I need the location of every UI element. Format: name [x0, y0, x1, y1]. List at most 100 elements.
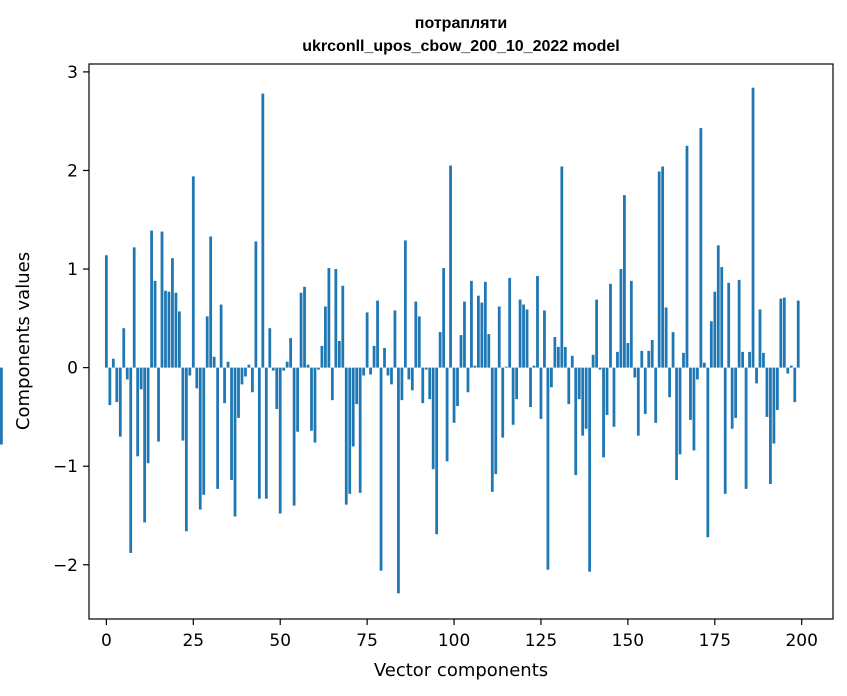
- bar-186: [751, 87, 755, 368]
- bar-8: [132, 247, 136, 368]
- bar-54: [292, 367, 296, 506]
- bar-96: [438, 332, 442, 368]
- bar-95: [435, 367, 439, 535]
- bar-167: [685, 145, 689, 368]
- bar-130: [556, 346, 560, 368]
- bar-56: [299, 292, 303, 368]
- bar-12: [146, 367, 150, 464]
- bar-19: [171, 258, 174, 368]
- bar-158: [654, 367, 658, 423]
- bar-192: [772, 367, 776, 444]
- bar-84: [397, 367, 400, 594]
- bar-188: [758, 309, 762, 368]
- bar-184: [744, 367, 748, 489]
- bar-59: [310, 367, 313, 431]
- bar-48: [271, 367, 275, 371]
- bar-93: [428, 367, 432, 400]
- bar-122: [529, 367, 532, 408]
- bar-43: [254, 241, 258, 368]
- bar-197: [789, 365, 793, 368]
- bars-group: [0, 87, 800, 594]
- bar-22: [181, 367, 185, 441]
- bar-170: [696, 367, 699, 380]
- bar-38: [237, 367, 240, 418]
- bar-137: [581, 367, 585, 436]
- bar-139: [588, 367, 592, 572]
- bar-108: [480, 302, 484, 368]
- bar-191: [769, 367, 772, 484]
- bar-82: [390, 367, 393, 385]
- bar-112: [494, 367, 498, 475]
- x-tick-label: 75: [356, 631, 378, 651]
- bar-160: [661, 166, 665, 368]
- bar-145: [609, 283, 612, 368]
- bar-124: [536, 275, 539, 368]
- bar-29: [205, 316, 209, 368]
- bar-199: [796, 300, 800, 368]
- bar-17: [164, 290, 167, 368]
- bar-58: [306, 364, 310, 368]
- bar-187: [755, 367, 758, 384]
- bar-9: [136, 367, 140, 457]
- bar-16: [160, 231, 164, 368]
- bar-103: [463, 301, 466, 368]
- bar-156: [647, 350, 651, 368]
- bar-113: [497, 306, 501, 368]
- y-tick-label: 0: [67, 359, 78, 379]
- bar-55: [296, 367, 299, 432]
- bar-196: [786, 367, 790, 374]
- bar-23: [184, 367, 188, 532]
- bar-81: [386, 367, 390, 376]
- bar-79: [379, 367, 383, 571]
- bar-195: [782, 297, 786, 368]
- bar-11: [143, 367, 147, 523]
- bar-148: [619, 269, 623, 368]
- bar-27: [198, 367, 202, 510]
- x-axis-ticks: 0 25 50 75 100 125 150 175 200: [101, 619, 818, 651]
- bar-178: [723, 367, 727, 494]
- bar-134: [570, 355, 574, 368]
- bar-173: [706, 367, 710, 538]
- bar-49: [275, 367, 279, 410]
- bar-30: [209, 236, 213, 368]
- bar-24: [188, 367, 192, 376]
- bar-47: [268, 328, 272, 368]
- bar-168: [689, 367, 692, 420]
- bar-77: [372, 345, 376, 368]
- bar-75: [365, 312, 369, 368]
- y-tick-label: 2: [67, 161, 78, 181]
- bar-174: [709, 321, 713, 368]
- bar-61: [317, 367, 320, 370]
- x-tick-label: 125: [525, 631, 557, 651]
- bar-161: [664, 307, 668, 368]
- bar-6: [125, 367, 129, 380]
- bar-118: [515, 367, 519, 400]
- bar-107: [476, 295, 480, 368]
- bar-164: [675, 367, 678, 480]
- bar-162: [668, 367, 671, 398]
- bar-116: [508, 277, 512, 368]
- bar-153: [636, 367, 640, 436]
- bar-65: [330, 367, 334, 401]
- bar-106: [473, 365, 477, 368]
- bar-31: [212, 356, 216, 368]
- bar-104: [466, 367, 470, 393]
- x-tick-label: 150: [612, 631, 644, 651]
- bar-33: [219, 304, 223, 368]
- bar-89: [414, 301, 418, 368]
- bar-123: [532, 365, 536, 368]
- bar-87: [407, 367, 411, 380]
- bar-85: [400, 367, 404, 401]
- bar-10: [139, 367, 143, 390]
- bar-26: [195, 367, 199, 389]
- bar-63: [324, 306, 327, 368]
- bar-159: [657, 171, 661, 368]
- bar-74: [362, 367, 366, 376]
- bar-128: [550, 367, 553, 388]
- bar-80: [383, 347, 386, 368]
- bar-163: [671, 332, 675, 368]
- bar-117: [511, 367, 515, 425]
- bar-110: [487, 334, 491, 368]
